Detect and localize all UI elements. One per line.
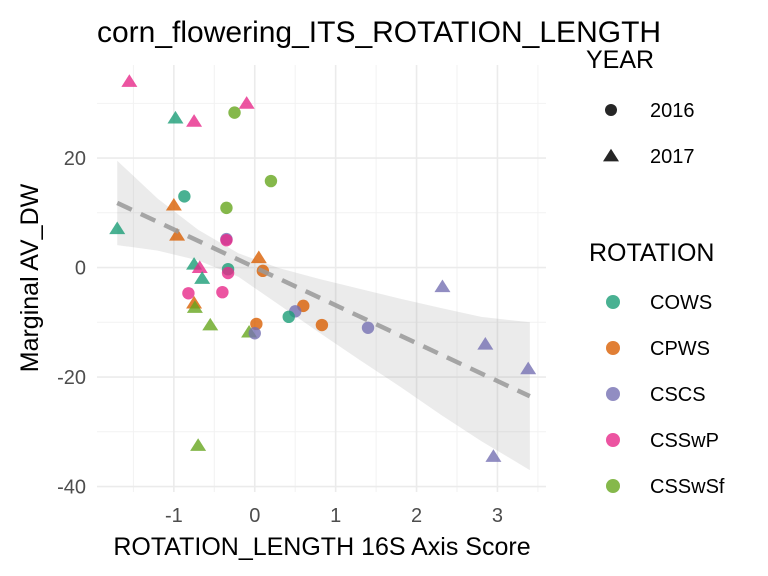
x-tick-label: 3 bbox=[492, 505, 503, 527]
data-point-2017 bbox=[485, 449, 502, 462]
x-tick-label: -1 bbox=[165, 505, 183, 527]
data-point-2016 bbox=[282, 310, 295, 324]
x-axis-label: ROTATION_LENGTH 16S Axis Score bbox=[113, 533, 530, 561]
data-point-2017 bbox=[238, 96, 255, 109]
legend-swatch bbox=[606, 479, 620, 493]
legend-year-label: 2017 bbox=[650, 146, 695, 168]
chart-title: corn_flowering_ITS_ROTATION_LENGTH bbox=[97, 16, 661, 49]
data-point-2016 bbox=[248, 327, 261, 340]
legend-swatch bbox=[606, 433, 620, 447]
legend-rotation-label: CPWS bbox=[650, 338, 710, 360]
data-point-2017 bbox=[167, 110, 184, 124]
legend-title-year: YEAR bbox=[586, 46, 654, 74]
legend-year-label: 2016 bbox=[650, 100, 695, 122]
x-tick-label: 0 bbox=[249, 505, 260, 527]
legend-rotation-label: CSSwP bbox=[650, 430, 719, 452]
plot-panel: -1 0 1 2 3 -40 -20 0 20 bbox=[57, 65, 546, 527]
data-point-2017 bbox=[434, 279, 451, 293]
data-point-2016 bbox=[221, 266, 235, 280]
trend-line bbox=[116, 200, 531, 399]
data-point-2016 bbox=[178, 190, 191, 203]
data-point-2016 bbox=[250, 317, 263, 331]
data-point-2017 bbox=[165, 197, 182, 211]
data-point-2017 bbox=[477, 336, 494, 350]
legend-swatch bbox=[606, 341, 620, 355]
data-point-2017 bbox=[202, 317, 219, 331]
data-point-2017 bbox=[250, 250, 267, 264]
data-point-2017 bbox=[194, 271, 211, 284]
legend-circle-icon bbox=[605, 104, 617, 116]
legend-swatch bbox=[606, 387, 620, 401]
legend-swatch bbox=[606, 295, 620, 309]
y-tick-label: -40 bbox=[57, 477, 86, 499]
confidence-band bbox=[117, 160, 530, 471]
data-point-2016 bbox=[264, 174, 278, 188]
legend-rotation-label: COWS bbox=[650, 292, 712, 314]
data-point-2017 bbox=[121, 74, 138, 87]
y-axis-label: Marginal AV_DW bbox=[16, 183, 44, 372]
legend: YEAR ROTATION 2016 2017 COWS CPWS CSCS CSSwP C… bbox=[586, 46, 725, 498]
legend-triangle-icon bbox=[603, 148, 619, 162]
data-point-2017 bbox=[186, 114, 203, 127]
data-point-2016 bbox=[220, 233, 233, 247]
data-point-2017 bbox=[191, 260, 208, 273]
y-tick-label: 0 bbox=[75, 258, 86, 280]
data-point-2016 bbox=[216, 285, 229, 299]
legend-rotation-label: CSCS bbox=[650, 384, 706, 406]
data-point-2016 bbox=[361, 321, 375, 334]
data-point-2016 bbox=[220, 201, 233, 215]
x-tick-label: 2 bbox=[411, 505, 422, 527]
data-point-2017 bbox=[520, 361, 537, 375]
data-point-2017 bbox=[186, 300, 203, 313]
x-tick-label: 1 bbox=[330, 505, 341, 527]
data-point-2016 bbox=[315, 318, 329, 332]
data-point-2017 bbox=[190, 438, 207, 451]
data-point-2016 bbox=[182, 287, 195, 300]
legend-title-rotation: ROTATION bbox=[589, 239, 714, 267]
data-point-2016 bbox=[228, 106, 241, 119]
y-tick-label: -20 bbox=[57, 367, 86, 389]
y-tick-label: 20 bbox=[64, 148, 86, 170]
data-point-2017 bbox=[109, 221, 126, 235]
legend-rotation-label: CSSwSf bbox=[650, 476, 725, 498]
data-point-2017 bbox=[169, 228, 186, 241]
